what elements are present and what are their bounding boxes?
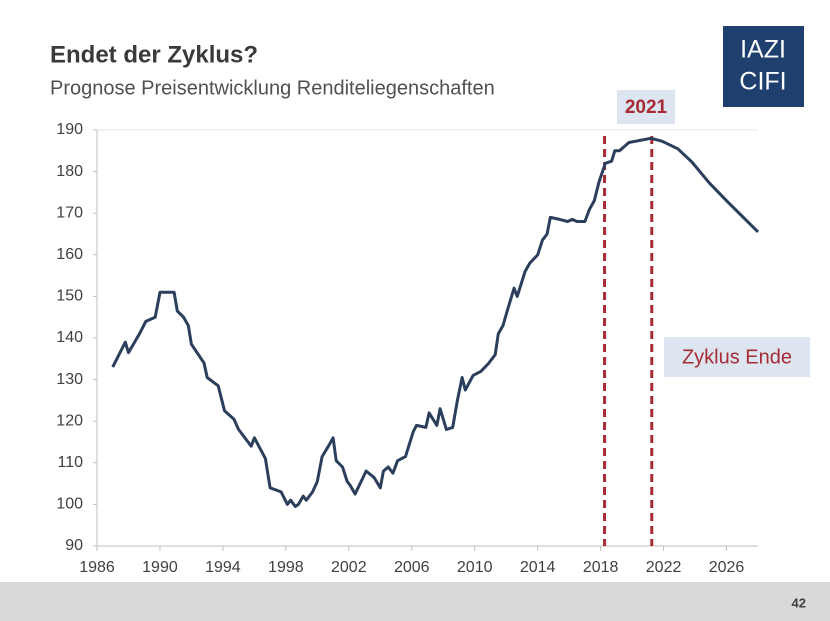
x-tick-label: 2002 [331,559,367,576]
x-tick-label: 2010 [457,559,493,576]
y-tick-label: 130 [56,371,83,388]
x-tick-label: 2022 [646,559,682,576]
logo-text: IAZI [740,36,786,64]
page-number: 42 [792,595,806,610]
y-tick-label: 100 [56,496,83,513]
slide-subtitle: Prognose Preisentwicklung Renditeliegens… [50,77,495,99]
x-tick-label: 1994 [205,559,241,576]
y-tick-label: 150 [56,288,83,305]
x-tick-label: 2018 [583,559,619,576]
annotation: 2021 [625,97,668,118]
footer-band [0,582,830,621]
slide-title: Endet der Zyklus? [50,41,258,68]
y-tick-label: 170 [56,204,83,221]
series-line [111,136,760,508]
annotation-box [664,337,810,377]
y-tick-label: 140 [56,329,83,346]
x-tick-label: 1990 [142,559,178,576]
y-tick-label: 160 [56,246,83,263]
x-tick-label: 2006 [394,559,430,576]
x-tick-label: 1998 [268,559,304,576]
logo-box [723,26,804,107]
annotation: Zyklus Ende [682,346,792,368]
logo-text: CIFI [739,68,786,96]
x-tick-label: 2026 [709,559,745,576]
x-tick-label: 1986 [79,559,115,576]
y-tick-label: 90 [65,537,83,554]
y-tick-label: 190 [56,121,83,138]
y-tick-label: 120 [56,412,83,429]
y-tick-label: 110 [57,454,83,471]
x-tick-label: 2014 [520,559,556,576]
y-tick-label: 180 [56,163,83,180]
annotation-box [617,90,675,124]
